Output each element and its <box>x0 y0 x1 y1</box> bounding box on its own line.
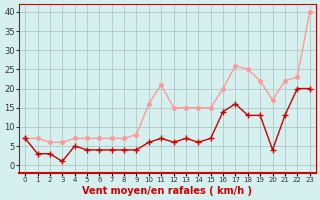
X-axis label: Vent moyen/en rafales ( km/h ): Vent moyen/en rafales ( km/h ) <box>82 186 252 196</box>
